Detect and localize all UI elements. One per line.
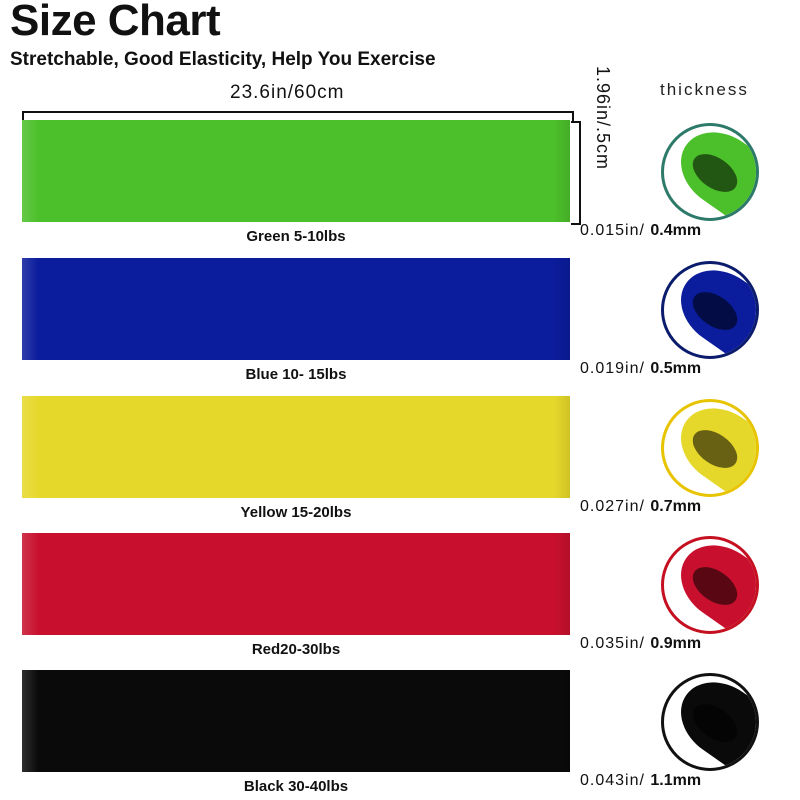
thickness-swatch bbox=[661, 261, 759, 359]
page-title: Size Chart bbox=[10, 0, 221, 45]
band-0 bbox=[22, 120, 570, 222]
width-label: 1.96in/.5cm bbox=[593, 66, 613, 171]
thickness-in: 0.019in/ bbox=[580, 360, 645, 377]
thickness-swatch bbox=[661, 673, 759, 771]
thickness-label: 0.019in/ 0.5mm bbox=[580, 360, 701, 378]
thickness-mm: 0.4mm bbox=[650, 222, 702, 239]
thickness-in: 0.043in/ bbox=[580, 772, 645, 789]
thickness-swatch bbox=[661, 123, 759, 221]
band-2 bbox=[22, 396, 570, 498]
band-label: Black 30-40lbs bbox=[243, 778, 349, 795]
length-bracket bbox=[22, 111, 574, 121]
thickness-label: 0.035in/ 0.9mm bbox=[580, 635, 701, 653]
band-label: Yellow 15-20lbs bbox=[240, 504, 352, 521]
thickness-mm: 0.5mm bbox=[650, 360, 702, 377]
thickness-in: 0.015in/ bbox=[580, 222, 645, 239]
band-4 bbox=[22, 670, 570, 772]
thickness-swatch bbox=[661, 399, 759, 497]
band-label: Green 5-10lbs bbox=[246, 228, 346, 245]
thickness-mm: 0.9mm bbox=[650, 635, 702, 652]
width-bracket bbox=[571, 121, 581, 225]
thickness-mm: 0.7mm bbox=[650, 498, 702, 515]
length-label: 23.6in/60cm bbox=[230, 82, 345, 103]
thickness-label: 0.027in/ 0.7mm bbox=[580, 498, 701, 516]
thickness-in: 0.035in/ bbox=[580, 635, 645, 652]
band-label: Blue 10- 15lbs bbox=[245, 366, 347, 383]
band-1 bbox=[22, 258, 570, 360]
thickness-label: 0.043in/ 1.1mm bbox=[580, 772, 701, 790]
subtitle: Stretchable, Good Elasticity, Help You E… bbox=[10, 49, 436, 70]
band-label: Red20-30lbs bbox=[251, 641, 341, 658]
band-3 bbox=[22, 533, 570, 635]
thickness-in: 0.027in/ bbox=[580, 498, 645, 515]
thickness-label: 0.015in/ 0.4mm bbox=[580, 222, 701, 240]
thickness-swatch bbox=[661, 536, 759, 634]
thickness-mm: 1.1mm bbox=[650, 772, 702, 789]
thickness-heading: thickness bbox=[660, 80, 749, 99]
